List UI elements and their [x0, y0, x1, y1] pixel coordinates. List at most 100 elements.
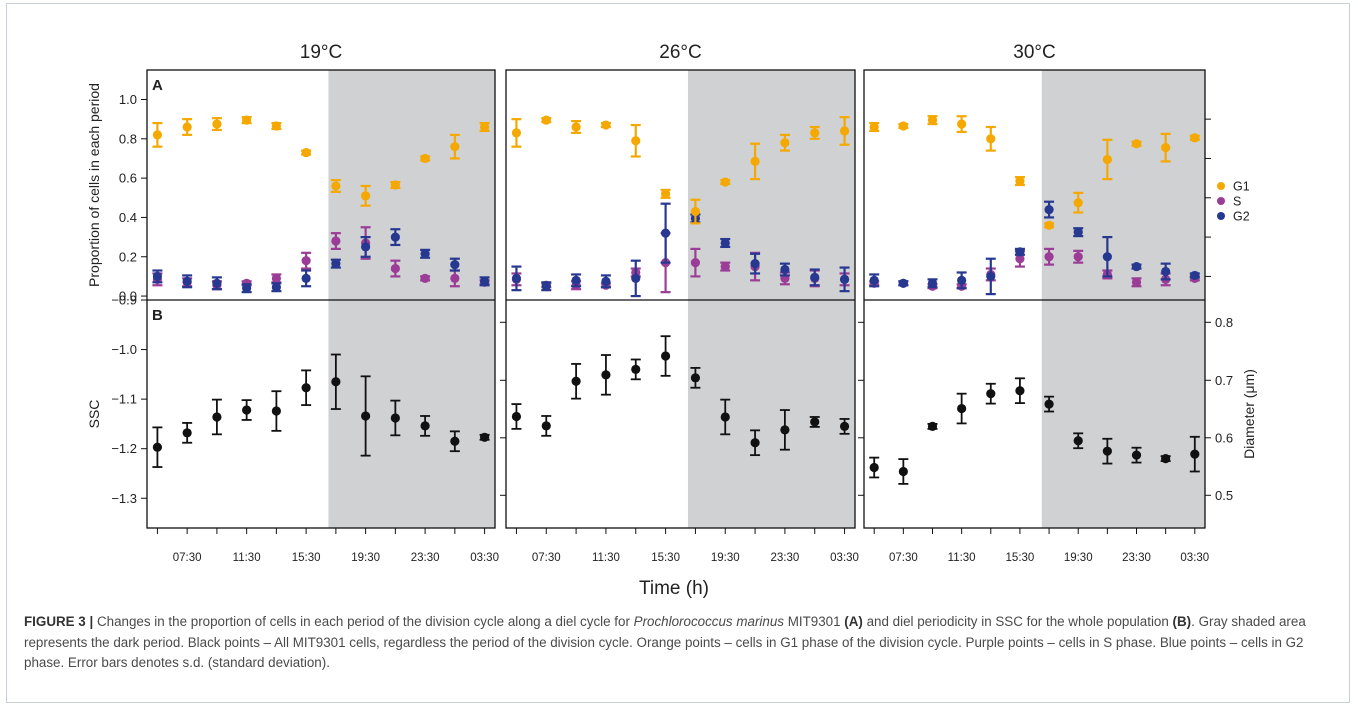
data-point — [957, 275, 967, 285]
data-point — [1131, 261, 1142, 272]
y-axis-title-bottom: SSC — [86, 400, 102, 429]
right-y-tick-label: 0.5 — [1215, 488, 1233, 503]
data-point — [420, 421, 430, 431]
y-axis-title-top: Proportion of cells in each period — [86, 83, 102, 287]
data-point — [301, 147, 311, 158]
panel-border — [505, 69, 856, 529]
data-point — [511, 128, 522, 138]
data-point — [242, 115, 252, 125]
y-tick-label: 0.4 — [119, 210, 137, 225]
x-tick-label: 07:30 — [532, 552, 561, 564]
caption-text-3: and diel periodicity in SSC for the whol… — [862, 614, 1173, 629]
x-tick-label: 03:30 — [470, 552, 499, 564]
data-point — [511, 273, 522, 283]
data-point — [927, 421, 938, 431]
data-point — [361, 191, 371, 201]
x-tick-label: 15:30 — [651, 552, 680, 564]
data-point — [780, 138, 790, 148]
data-point — [631, 273, 641, 283]
data-point — [601, 276, 611, 286]
data-point — [1161, 143, 1171, 153]
data-point — [927, 278, 938, 288]
data-point — [1073, 227, 1083, 237]
data-point — [271, 273, 281, 283]
data-point — [450, 142, 460, 152]
data-point — [986, 134, 996, 144]
right-y-tick-label: 0.7 — [1215, 373, 1233, 388]
data-point — [869, 462, 879, 473]
data-point — [271, 121, 281, 131]
data-point — [152, 271, 163, 282]
x-tick-label: 19:30 — [1064, 552, 1093, 564]
y-tick-label: 0.2 — [119, 249, 137, 264]
data-point — [780, 264, 790, 275]
data-point — [420, 153, 430, 164]
data-point — [631, 136, 641, 146]
data-point — [450, 273, 460, 283]
legend-marker — [1217, 182, 1225, 190]
caption-text-2: MIT9301 — [783, 614, 845, 629]
data-point — [1131, 277, 1142, 287]
data-point — [331, 236, 341, 246]
panel-title: 30°C — [1013, 42, 1055, 63]
x-tick-label: 23:30 — [1122, 552, 1151, 564]
data-point — [1073, 252, 1083, 262]
data-point — [1044, 220, 1054, 230]
data-point — [301, 383, 311, 393]
caption-ref-a: (A) — [844, 614, 863, 629]
data-point — [1073, 198, 1083, 208]
figure-chart: 19°C 26°C 30°C A B 0.0 0.2 0.4 0.6 0.8 1.0 −0.9 −1.0… — [86, 42, 1257, 599]
data-point — [986, 389, 996, 399]
data-point — [660, 189, 671, 199]
y-tick-label: −1.2 — [111, 441, 137, 456]
data-point — [331, 377, 341, 387]
data-point — [479, 276, 490, 286]
data-point — [720, 412, 730, 422]
data-point — [810, 417, 820, 427]
data-point — [1044, 204, 1054, 215]
x-tick-label: 03:30 — [830, 552, 859, 564]
dark-period-shade — [687, 70, 855, 528]
dark-period-shade — [328, 70, 495, 528]
data-point — [390, 413, 400, 423]
data-point — [898, 466, 908, 477]
data-point — [690, 373, 701, 383]
data-point — [810, 128, 820, 138]
data-point — [242, 405, 252, 415]
y-tick-label: −1.0 — [111, 342, 137, 357]
x-tick-label: 11:30 — [592, 552, 620, 564]
data-point — [898, 278, 908, 288]
data-point — [839, 126, 850, 136]
data-point — [541, 421, 551, 431]
legend-label: G1 — [1233, 180, 1250, 194]
figure-caption: FIGURE 3 | Changes in the proportion of … — [24, 612, 1342, 674]
panel-letter: B — [152, 307, 163, 324]
data-point — [986, 271, 996, 282]
caption-ref-b: (B) — [1172, 614, 1192, 629]
data-point — [957, 119, 967, 129]
data-point — [361, 242, 371, 252]
data-point — [1015, 386, 1025, 396]
y-tick-label: −0.9 — [111, 293, 137, 308]
data-point — [690, 258, 701, 268]
data-point — [331, 181, 341, 191]
data-point — [1015, 176, 1025, 186]
x-tick-label: 15:30 — [292, 552, 321, 564]
y-tick-label: 1.0 — [119, 92, 137, 107]
caption-label: FIGURE 3 | — [24, 614, 94, 629]
data-point — [869, 275, 879, 285]
data-point — [541, 115, 551, 125]
data-point — [1161, 454, 1171, 464]
y-axis-title-right: Diameter (μm) — [1241, 369, 1257, 459]
data-point — [1131, 450, 1142, 460]
data-point — [927, 115, 938, 125]
data-point — [869, 122, 879, 132]
data-point — [301, 273, 311, 283]
x-tick-label: 11:30 — [233, 552, 261, 564]
data-point — [839, 421, 850, 431]
data-point — [301, 256, 311, 266]
data-point — [571, 122, 581, 132]
data-point — [957, 403, 967, 414]
y-tick-label: −1.3 — [111, 491, 137, 506]
data-point — [1015, 247, 1025, 257]
